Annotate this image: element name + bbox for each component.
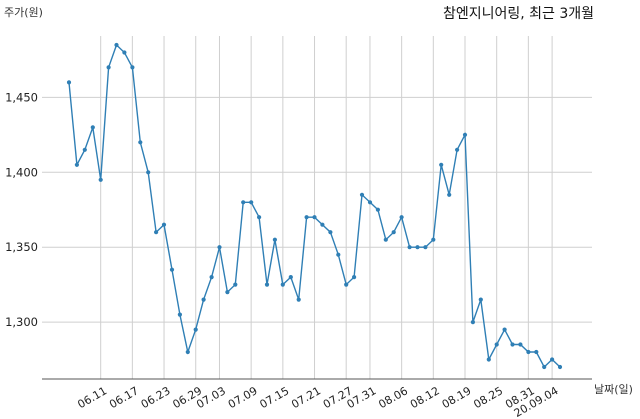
data-point bbox=[312, 215, 317, 220]
x-tick-label: 07.15 bbox=[258, 384, 292, 411]
x-tick-label: 07.09 bbox=[226, 384, 260, 411]
x-tick-label: 08.19 bbox=[440, 384, 474, 411]
y-tick-label: 1,450 bbox=[5, 90, 38, 104]
data-point bbox=[74, 162, 79, 167]
data-point bbox=[447, 192, 452, 197]
data-point bbox=[233, 282, 238, 287]
data-point bbox=[431, 237, 436, 242]
y-tick-label: 1,350 bbox=[5, 240, 38, 254]
data-point bbox=[367, 200, 373, 205]
data-point bbox=[510, 342, 515, 347]
data-point bbox=[249, 200, 254, 205]
x-tick-labels: 06.1106.1706.2306.2907.0307.0907.1507.21… bbox=[75, 384, 560, 419]
data-point bbox=[486, 357, 491, 362]
data-point bbox=[494, 342, 499, 347]
data-point bbox=[439, 162, 444, 167]
data-point bbox=[264, 282, 270, 287]
data-point bbox=[114, 42, 119, 48]
data-point bbox=[352, 275, 357, 280]
data-point bbox=[407, 245, 412, 250]
data-point bbox=[478, 297, 483, 302]
data-point bbox=[399, 215, 404, 220]
y-tick-label: 1,300 bbox=[5, 315, 38, 329]
data-point bbox=[161, 222, 167, 227]
data-point bbox=[502, 327, 507, 332]
y-axis-label: 주가(원) bbox=[4, 6, 43, 19]
x-tick-label: 06.23 bbox=[139, 384, 173, 411]
data-point bbox=[272, 237, 277, 242]
data-point bbox=[542, 364, 547, 370]
y-tick-label: 1,400 bbox=[5, 165, 38, 179]
data-point bbox=[138, 140, 143, 145]
x-axis-label: 날짜(일) bbox=[594, 382, 633, 396]
data-point bbox=[82, 147, 87, 152]
data-point bbox=[328, 230, 333, 235]
data-point bbox=[391, 230, 396, 235]
data-point bbox=[534, 349, 539, 355]
data-point bbox=[257, 215, 262, 220]
data-point bbox=[336, 252, 341, 257]
data-point bbox=[98, 177, 103, 182]
data-point bbox=[130, 65, 135, 70]
data-point bbox=[415, 245, 420, 250]
data-point bbox=[550, 357, 555, 362]
data-point bbox=[154, 230, 159, 235]
data-point bbox=[225, 290, 230, 295]
chart-title: 참엔지니어링, 최근 3개월 bbox=[443, 6, 594, 22]
data-point bbox=[185, 349, 190, 355]
data-point bbox=[320, 222, 325, 227]
data-point bbox=[288, 275, 293, 280]
data-point bbox=[217, 245, 222, 250]
data-point bbox=[375, 207, 380, 212]
data-point bbox=[90, 125, 95, 130]
data-point bbox=[193, 327, 198, 332]
data-point bbox=[304, 215, 309, 220]
data-point bbox=[209, 275, 214, 280]
data-point bbox=[280, 282, 285, 287]
data-point bbox=[106, 65, 111, 70]
data-points bbox=[66, 42, 563, 370]
grid-lines bbox=[42, 36, 592, 379]
data-point bbox=[383, 237, 388, 242]
data-point bbox=[526, 349, 531, 355]
data-point bbox=[423, 245, 428, 250]
x-tick-label: 08.06 bbox=[376, 384, 410, 411]
data-point bbox=[344, 282, 349, 287]
x-tick-label: 06.17 bbox=[107, 384, 141, 411]
data-point bbox=[177, 312, 182, 317]
x-tick-label: 08.12 bbox=[408, 384, 442, 411]
data-point bbox=[557, 364, 563, 370]
data-point bbox=[146, 170, 151, 175]
data-point bbox=[470, 320, 475, 325]
data-point bbox=[201, 297, 206, 302]
data-point bbox=[169, 267, 175, 272]
data-point bbox=[122, 50, 127, 55]
data-point bbox=[359, 192, 365, 197]
data-point bbox=[462, 132, 468, 137]
data-point bbox=[455, 147, 460, 152]
y-tick-labels: 1,300 1,350 1,400 1,450 bbox=[5, 90, 38, 329]
x-tick-label: 06.11 bbox=[75, 384, 109, 411]
data-point bbox=[518, 342, 523, 347]
x-tick-label: 07.21 bbox=[289, 384, 323, 411]
x-tick-label: 08.25 bbox=[471, 384, 505, 411]
data-point bbox=[66, 80, 72, 85]
data-point bbox=[296, 297, 301, 302]
data-point bbox=[241, 200, 246, 205]
